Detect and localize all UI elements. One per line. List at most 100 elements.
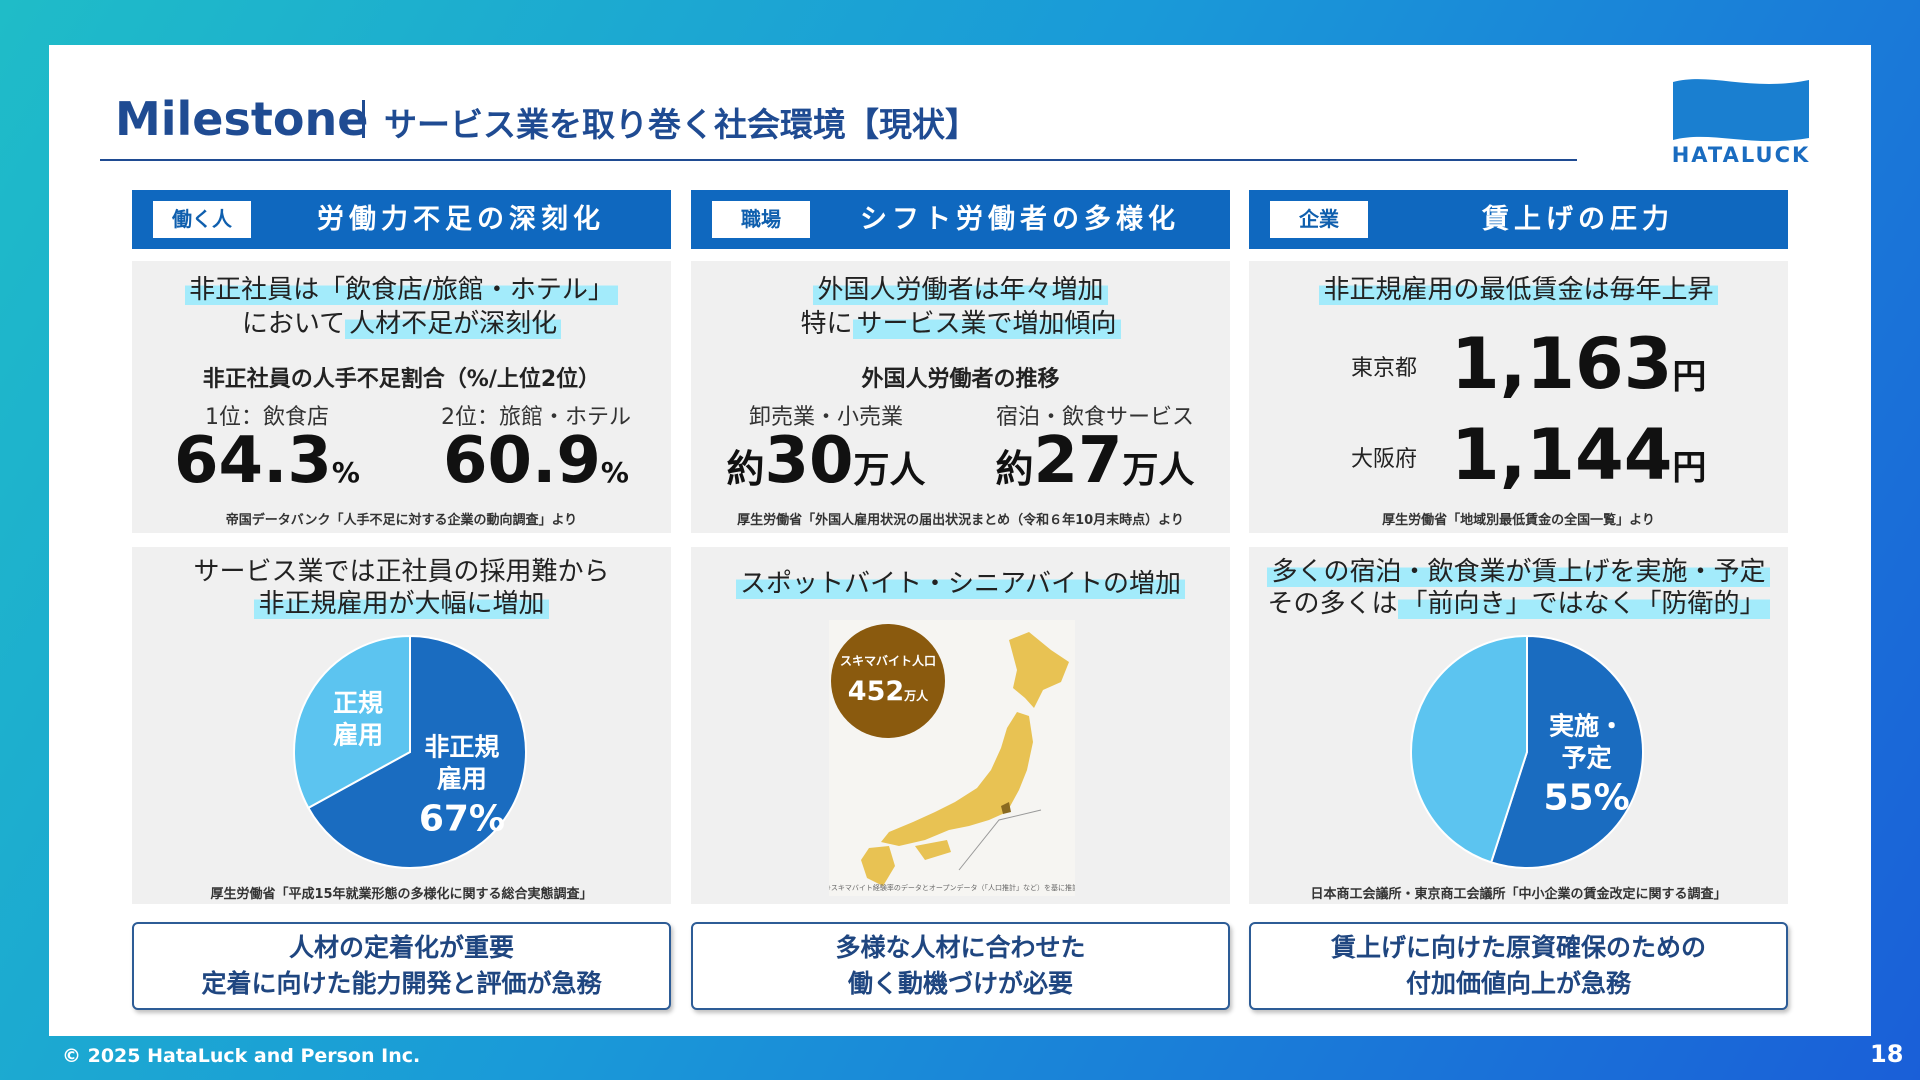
- source: 日本商工会議所・東京商工会議所「中小企業の賃金改定に関する調査」: [1310, 887, 1727, 902]
- stat-unit: 万人: [853, 450, 926, 491]
- stat-subtitle: 外国人労働者の推移: [861, 367, 1060, 392]
- conclusion-line: 働く動機づけが必要: [847, 969, 1073, 998]
- title-rule: [100, 159, 1577, 161]
- header-bar: 職場 シフト労働者の多様化: [691, 190, 1230, 249]
- stat-number: 27: [1033, 424, 1123, 498]
- lead-line: その多くは 「前向き」ではなく「防衛的」: [1249, 586, 1788, 622]
- stat-label: 東京都: [1350, 356, 1417, 381]
- conclusion-line: 賃上げに向けた原資確保のための: [1330, 933, 1706, 962]
- stat-number: 60.9: [443, 424, 601, 498]
- conclusion-line: 付加価値向上が急務: [1405, 969, 1631, 998]
- bubble-unit: 万人: [903, 688, 929, 703]
- stat-value: 1,144円: [1451, 410, 1706, 519]
- stat-label: 大阪府: [1350, 447, 1417, 472]
- conclusion-line: 定着に向けた能力開発と評価が急務: [201, 969, 602, 998]
- column: 企業 賃上げの圧力 非正規雇用の最低賃金は毎年上昇 東京都 1,163円 大阪府 1,144…: [1249, 190, 1788, 1010]
- stat-number: 64.3: [174, 424, 332, 498]
- lead-text: 非正規雇用の最低賃金は毎年上昇: [1319, 274, 1718, 305]
- pie-slice: [306, 634, 527, 869]
- conclusion-text: 賃上げに向けた原資確保のための 付加価値向上が急務: [1251, 924, 1786, 1002]
- heading: 労働力不足の深刻化: [317, 204, 605, 235]
- lead-line: 外国人労働者は年々増加: [691, 272, 1230, 308]
- header-bar: 働く人 労働力不足の深刻化: [132, 190, 671, 249]
- pie-value-label: 55%: [1543, 777, 1629, 818]
- bottom-panel: スポットバイト・シニアバイトの増加スキマバイト人口 452万人 ※スキマバイト経験率…: [691, 547, 1230, 904]
- pie-label: 実施・: [1549, 711, 1624, 740]
- stat-value: 64.3%: [132, 421, 402, 517]
- lead-text: サービス業で増加傾向: [852, 308, 1121, 339]
- stat-label: 卸売業・小売業: [748, 405, 903, 430]
- column: 働く人 労働力不足の深刻化非正社員は「飲食店/旅館・ホテル」 において 人材不足が深刻…: [132, 190, 671, 1010]
- column: 職場 シフト労働者の多様化外国人労働者は年々増加 特に サービス業で増加傾向外国人労働…: [691, 190, 1230, 1010]
- top-panel: 外国人労働者は年々増加 特に サービス業で増加傾向 外国人労働者の推移 卸売業・小売業約…: [691, 261, 1230, 533]
- heading: 賃上げの圧力: [1482, 204, 1674, 235]
- stat-value: 1,163円: [1451, 319, 1706, 428]
- stat-number: 1,163: [1451, 323, 1673, 405]
- map-honshu: [881, 712, 1033, 846]
- lead-text: スポットバイト・シニアバイトの増加: [736, 568, 1185, 599]
- tag: 企業: [1270, 201, 1368, 238]
- stat-unit: %: [331, 456, 360, 489]
- map-hokkaido: [1009, 632, 1069, 708]
- conclusion-line: 人材の定着化が重要: [288, 933, 514, 962]
- lead-text: 特に: [800, 308, 853, 339]
- pie-label: 予定: [1562, 743, 1612, 772]
- stat-unit: %: [600, 456, 629, 489]
- lead-text: その多くは: [1267, 588, 1398, 619]
- stat-label: 2位：旅館・ホテル: [441, 405, 631, 430]
- stat-value: 約27万人: [960, 421, 1230, 517]
- title-divider: [362, 100, 365, 138]
- tag: 働く人: [153, 201, 251, 238]
- conclusion-box: 多様な人材に合わせた 働く動機づけが必要: [691, 922, 1230, 1010]
- lead-text: サービス業では正社員の採用難から: [193, 556, 610, 587]
- source: 厚生労働省「外国人雇用状況の届出状況まとめ（令和６年10月末時点）より: [737, 513, 1184, 528]
- pie-value-label: 67%: [419, 799, 505, 840]
- map-tokyo: [1001, 802, 1011, 814]
- stat-value: 約30万人: [691, 421, 961, 517]
- stat-unit: 円: [1672, 357, 1707, 397]
- conclusion-box: 賃上げに向けた原資確保のための 付加価値向上が急務: [1249, 922, 1788, 1010]
- map-note: ※スキマバイト経験率のデータとオープンデータ（「人口推計」など）を基に推計: [829, 883, 1075, 892]
- stat-label: 宿泊・飲食サービス: [995, 405, 1194, 430]
- map-inset-line: [958, 809, 1042, 871]
- conclusion-box: 人材の定着化が重要定着に向けた能力開発と評価が急務: [132, 922, 671, 1010]
- stat-unit: 円: [1672, 448, 1707, 488]
- lead-text: において: [241, 308, 346, 339]
- stat-label: 1位：飲食店: [205, 405, 329, 430]
- lead-line: 特に サービス業で増加傾向: [691, 306, 1230, 342]
- lead-line: 非正規雇用の最低賃金は毎年上昇: [1249, 272, 1788, 308]
- map-shikoku: [915, 840, 951, 860]
- logo-flag: [1673, 79, 1809, 142]
- subtitle: サービス業を取り巻く社会環境【現状】: [384, 105, 978, 144]
- stat-prefix: 約: [726, 447, 765, 491]
- stat-prefix: 約: [995, 447, 1034, 491]
- page-number: 18: [1870, 1040, 1904, 1068]
- lead-text: 「前向き」ではなく「防衛的」: [1397, 588, 1770, 619]
- source: 厚生労働省「地域別最低賃金の全国一覧」より: [1382, 513, 1655, 528]
- map-kyushu: [861, 846, 895, 886]
- conclusion-line: 多様な人材に合わせた: [835, 933, 1086, 962]
- pie-slice: [1410, 634, 1528, 864]
- stat-value: 60.9%: [401, 421, 671, 517]
- conclusion-text: 人材の定着化が重要定着に向けた能力開発と評価が急務: [134, 924, 669, 1002]
- heading: シフト労働者の多様化: [860, 204, 1180, 235]
- map: スキマバイト人口 452万人 ※スキマバイト経験率のデータとオープンデータ（「人口推…: [829, 620, 1075, 896]
- pie-label: 正規: [333, 688, 383, 717]
- source: 帝国データバンク「人手不足に対する企業の動向調査」より: [225, 513, 578, 528]
- lead-line: 多くの宿泊・飲食業が賃上げを実施・予定: [1249, 554, 1788, 590]
- top-panel: 非正社員は「飲食店/旅館・ホテル」 において 人材不足が深刻化 非正社員の人手不足割合…: [132, 261, 671, 533]
- top-panel: 非正規雇用の最低賃金は毎年上昇 東京都 1,163円 大阪府 1,144円 厚生労働省「地…: [1249, 261, 1788, 533]
- lead-text: 外国人労働者は年々増加: [813, 274, 1108, 305]
- lead-text: 人材不足が深刻化: [345, 308, 562, 339]
- bottom-panel: サービス業では正社員の採用難から 非正規雇用が大幅に増加 厚生労働省「平成15年就業…: [132, 547, 671, 904]
- bubble-number: 452: [848, 676, 904, 707]
- pie-label: 雇用: [333, 720, 383, 749]
- header-bar: 企業 賃上げの圧力: [1249, 190, 1788, 249]
- logo-text: HATALUCK: [1671, 143, 1811, 167]
- lead-line: において 人材不足が深刻化: [132, 306, 671, 342]
- tag: 職場: [712, 201, 810, 238]
- bubble-value: 452万人: [848, 676, 929, 707]
- map-bubble: [831, 624, 945, 738]
- lead-text: 非正規雇用が大幅に増加: [254, 588, 549, 619]
